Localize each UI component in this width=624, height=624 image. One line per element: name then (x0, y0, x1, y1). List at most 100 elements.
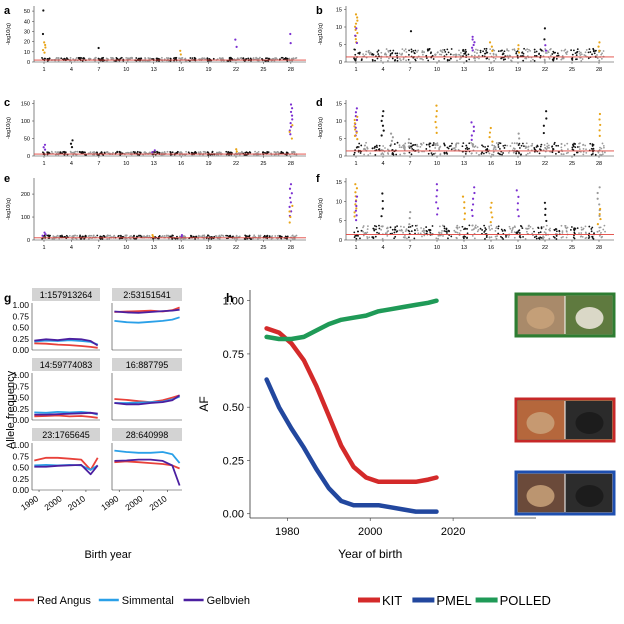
snp-peak-point (470, 134, 473, 137)
snp-point (502, 58, 505, 61)
snp-point (504, 144, 506, 147)
snp-point (471, 143, 474, 146)
snp-peak-point (463, 212, 467, 215)
snp-point (598, 226, 601, 229)
snp-point (473, 146, 476, 148)
snp-point (377, 53, 380, 55)
snp-point (444, 50, 447, 53)
snp-point (171, 234, 174, 237)
snp-peak-point (354, 191, 357, 194)
chrom-tick-label: 1 (354, 161, 357, 167)
manhattan-ytick-label: 10 (24, 50, 30, 56)
snp-point (466, 232, 469, 235)
cow-icon (575, 485, 604, 507)
snp-point (399, 57, 401, 60)
snp-peak-point (545, 110, 548, 113)
manhattan-ytick-label: 15 (336, 102, 342, 108)
snp-point (144, 57, 147, 60)
snp-point (552, 58, 555, 61)
snp-point (481, 229, 484, 231)
snp-point (286, 237, 288, 240)
snp-point (584, 144, 587, 147)
snp-peak-point (436, 207, 440, 210)
snp-point (488, 236, 491, 239)
facet-title: 14:59774083 (40, 360, 93, 370)
snp-point (399, 153, 402, 156)
snp-point (544, 146, 546, 149)
snp-point (427, 152, 430, 155)
snp-point (495, 225, 498, 228)
snp-point (533, 236, 536, 239)
snp-point (71, 237, 74, 240)
snp-point (592, 147, 595, 150)
snp-point (580, 53, 583, 56)
cattle-photo-2 (514, 397, 616, 443)
snp-point (575, 151, 578, 154)
snp-point (503, 228, 506, 231)
manhattan-panel-c: -log10(q) 0 50 100 150 1 4 7 10 13 16 19 22 25 28 (6, 100, 306, 167)
snp-peak-point (290, 192, 293, 195)
legend-item: PMEL (412, 593, 472, 608)
snp-point (125, 151, 128, 154)
snp-point (248, 235, 251, 238)
snp-point (513, 236, 516, 239)
chrom-tick-label: 19 (515, 161, 521, 167)
snp-point (94, 152, 97, 154)
snp-point (102, 56, 105, 59)
snp-point (549, 47, 552, 50)
snp-point (596, 230, 599, 233)
snp-point (515, 152, 518, 155)
snp-point (555, 238, 558, 240)
manhattan-ytick-label: 0 (27, 154, 30, 160)
snp-point (380, 59, 382, 62)
snp-point (215, 151, 218, 154)
snp-point (225, 150, 228, 153)
snp-point (102, 154, 105, 156)
snp-peak-point (289, 196, 292, 199)
chrom-tick-label: 10 (123, 161, 129, 167)
snp-point (136, 235, 139, 238)
snp-point (598, 229, 601, 232)
snp-peak-point (470, 138, 473, 141)
snp-peak-point (407, 145, 410, 148)
snp-point (521, 142, 524, 145)
snp-point (353, 231, 356, 234)
snp-peak-point (435, 195, 438, 198)
snp-point (582, 150, 585, 153)
snp-point (548, 57, 551, 60)
snp-point (545, 224, 548, 227)
snp-peak-point (489, 221, 492, 224)
snp-point (471, 229, 473, 231)
snp-point (55, 56, 58, 59)
snp-point (180, 152, 183, 154)
snp-point (485, 148, 488, 151)
chrom-tick-label: 13 (461, 245, 467, 251)
facet-ytick-label: 0.75 (12, 451, 29, 461)
snp-point (376, 146, 378, 149)
snp-point (573, 232, 576, 235)
snp-peak-point (470, 46, 474, 49)
snp-point (533, 148, 536, 150)
snp-point (431, 144, 434, 147)
snp-point (109, 234, 112, 237)
snp-point (403, 49, 406, 52)
snp-point (225, 234, 228, 237)
snp-point (148, 58, 151, 60)
h-series-line-kit (264, 326, 439, 485)
snp-point (525, 154, 528, 156)
snp-point (562, 153, 565, 156)
chrom-tick-label: 13 (151, 161, 157, 167)
snp-point (286, 60, 289, 62)
snp-point (542, 50, 545, 53)
snp-point (531, 142, 534, 145)
snp-point (59, 234, 62, 237)
snp-point (375, 149, 378, 151)
snp-point (588, 225, 591, 228)
snp-point (396, 57, 399, 59)
snp-point (497, 225, 500, 228)
snp-point (529, 60, 532, 62)
snp-point (573, 153, 576, 156)
snp-point (365, 53, 367, 56)
snp-point (367, 154, 370, 156)
snp-point (437, 234, 440, 237)
